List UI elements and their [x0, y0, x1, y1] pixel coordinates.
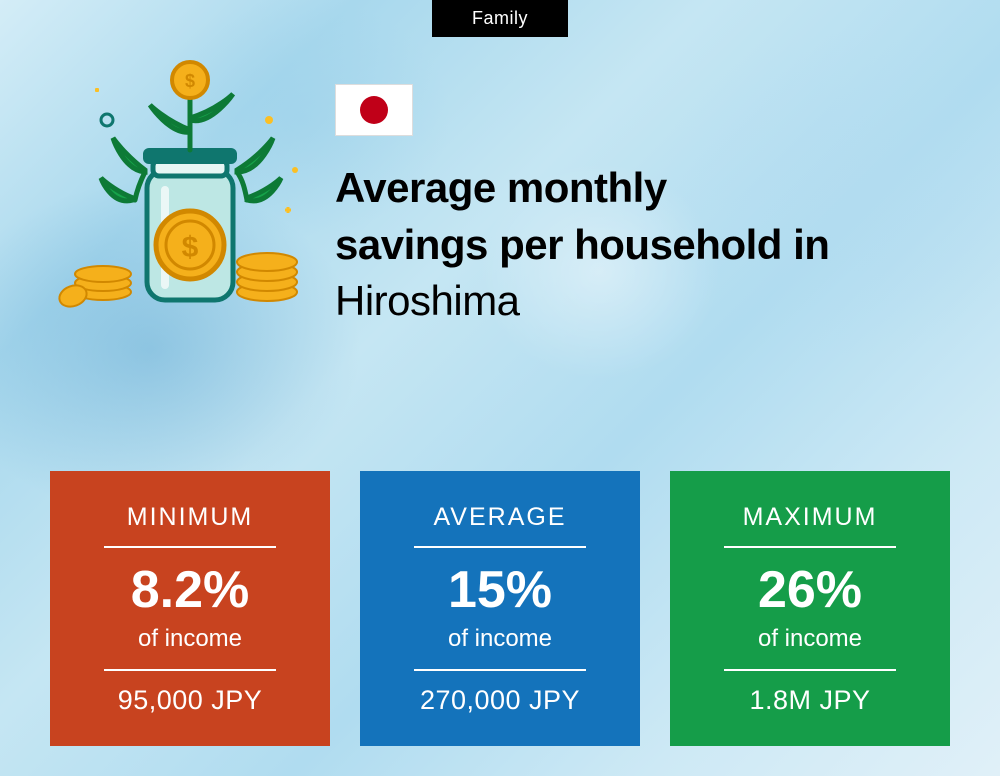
savings-illustration: $ $ [55, 60, 315, 320]
divider [414, 669, 587, 671]
flag-circle [360, 96, 388, 124]
svg-text:$: $ [182, 231, 199, 264]
divider [724, 546, 897, 548]
card-label: MAXIMUM [743, 503, 878, 532]
page-title: Average monthly savings per household in… [335, 160, 960, 330]
svg-text:$: $ [185, 71, 195, 91]
card-amount: 95,000 JPY [118, 685, 263, 716]
stat-cards: MINIMUM 8.2% of income 95,000 JPY AVERAG… [50, 471, 950, 746]
divider [724, 669, 897, 671]
divider [104, 669, 277, 671]
infographic-canvas: Family $ [0, 0, 1000, 776]
savings-jar-icon: $ $ [55, 60, 315, 320]
card-minimum: MINIMUM 8.2% of income 95,000 JPY [50, 471, 330, 746]
card-percent: 26% [758, 562, 862, 619]
japan-flag-icon [335, 84, 413, 136]
title-line-1: Average monthly [335, 164, 667, 211]
card-label: AVERAGE [433, 503, 566, 532]
card-maximum: MAXIMUM 26% of income 1.8M JPY [670, 471, 950, 746]
card-sub: of income [448, 625, 552, 653]
divider [414, 546, 587, 548]
title-line-2: savings per household in [335, 221, 829, 268]
card-amount: 1.8M JPY [749, 685, 870, 716]
title-location: Hiroshima [335, 277, 520, 324]
card-sub: of income [138, 625, 242, 653]
card-average: AVERAGE 15% of income 270,000 JPY [360, 471, 640, 746]
card-label: MINIMUM [127, 503, 253, 532]
card-percent: 15% [448, 562, 552, 619]
divider [104, 546, 277, 548]
card-amount: 270,000 JPY [420, 685, 580, 716]
category-badge: Family [432, 0, 568, 37]
card-percent: 8.2% [131, 562, 250, 619]
card-sub: of income [758, 625, 862, 653]
